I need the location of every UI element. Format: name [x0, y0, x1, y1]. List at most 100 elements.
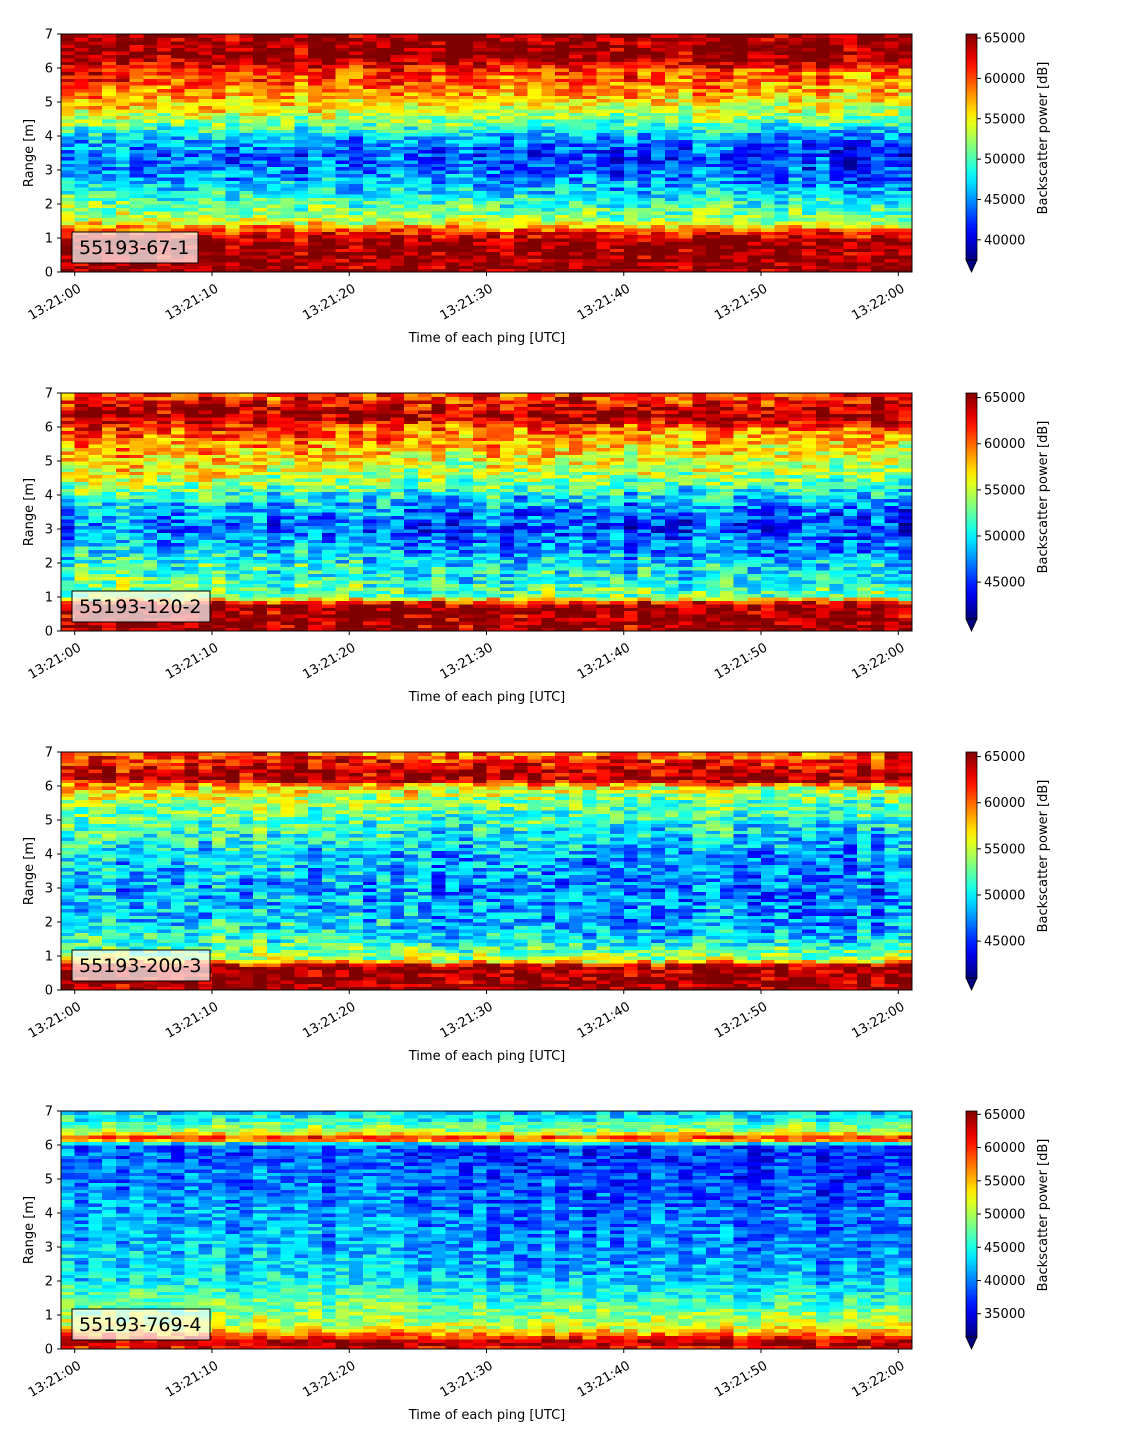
heatmap-cell	[253, 133, 267, 137]
heatmap-cell	[212, 150, 226, 154]
heatmap-cell	[294, 143, 308, 147]
heatmap-cell	[487, 201, 501, 205]
heatmap-cell	[143, 201, 157, 205]
heatmap-cell	[445, 235, 459, 239]
heatmap-cell	[116, 133, 130, 137]
heatmap-cell	[75, 265, 89, 269]
heatmap-cell	[885, 160, 899, 164]
heatmap-cell	[541, 265, 555, 269]
heatmap-cell	[802, 143, 816, 147]
heatmap-cell	[679, 245, 693, 249]
heatmap-cell	[130, 265, 144, 269]
heatmap-cell	[596, 167, 610, 171]
heatmap-cell	[336, 143, 350, 147]
heatmap-cell	[239, 133, 253, 137]
heatmap-cell	[88, 160, 102, 164]
heatmap-cell	[692, 160, 706, 164]
heatmap-cell	[747, 194, 761, 198]
heatmap-cell	[418, 228, 432, 232]
heatmap-cell	[390, 245, 404, 249]
heatmap-cell	[596, 235, 610, 239]
heatmap-cell	[253, 218, 267, 222]
heatmap-cell	[569, 143, 583, 147]
heatmap-cell	[239, 167, 253, 171]
heatmap-cell	[404, 235, 418, 239]
heatmap-cell	[692, 211, 706, 215]
heatmap-cell	[267, 211, 281, 215]
heatmap-cell	[898, 143, 912, 147]
heatmap-cell	[171, 184, 185, 188]
heatmap-cell	[349, 201, 363, 205]
heatmap-cell	[528, 177, 542, 181]
heatmap-cell	[88, 34, 102, 38]
heatmap-cell	[185, 228, 199, 232]
heatmap-cell	[432, 160, 446, 164]
heatmap-cell	[116, 505, 130, 509]
heatmap-cell	[514, 235, 528, 239]
heatmap-cell	[665, 194, 679, 198]
heatmap-cell	[871, 160, 885, 164]
heatmap-cell	[322, 211, 336, 215]
heatmap-cell	[857, 228, 871, 232]
heatmap-cell	[473, 194, 487, 198]
heatmap-cell	[308, 177, 322, 181]
heatmap-cell	[377, 194, 391, 198]
heatmap-cell	[102, 184, 116, 188]
heatmap-cell	[157, 177, 171, 181]
heatmap-cell	[445, 228, 459, 232]
heatmap-cell	[157, 201, 171, 205]
heatmap-cell	[802, 167, 816, 171]
heatmap-cell	[226, 194, 240, 198]
heatmap-cell	[857, 150, 871, 154]
heatmap-cell	[747, 218, 761, 222]
heatmap-cell	[143, 194, 157, 198]
heatmap-cell	[432, 245, 446, 249]
heatmap-cell	[610, 150, 624, 154]
heatmap-cell	[788, 228, 802, 232]
heatmap-cell	[569, 201, 583, 205]
colorbar-gradient	[966, 34, 977, 260]
heatmap-cell	[281, 245, 295, 249]
heatmap-cell	[761, 143, 775, 147]
heatmap-cell	[171, 160, 185, 164]
heatmap-cell	[198, 184, 212, 188]
heatmap-cell	[898, 34, 912, 38]
heatmap-cell	[651, 133, 665, 137]
heatmap-cell	[761, 245, 775, 249]
heatmap-cell	[747, 167, 761, 171]
heatmap-cell	[473, 245, 487, 249]
heatmap-cell	[555, 133, 569, 137]
heatmap-cell	[390, 218, 404, 222]
heatmap-cell	[541, 133, 555, 137]
heatmap-cell	[418, 235, 432, 239]
heatmap-cell	[830, 228, 844, 232]
heatmap-cell	[61, 167, 75, 171]
heatmap-cell	[281, 160, 295, 164]
heatmap-cell	[528, 252, 542, 256]
heatmap-cell	[226, 184, 240, 188]
heatmap-cell	[871, 211, 885, 215]
heatmap-cell	[61, 228, 75, 232]
heatmap-cell	[267, 265, 281, 269]
heatmap-cell	[541, 194, 555, 198]
heatmap-cell	[61, 184, 75, 188]
heatmap-cell	[185, 265, 199, 269]
heatmap-cell	[775, 167, 789, 171]
heatmap-cell	[75, 211, 89, 215]
heatmap-cell	[116, 34, 130, 38]
heatmap-cell	[390, 235, 404, 239]
heatmap-cell	[226, 245, 240, 249]
heatmap-cell	[239, 184, 253, 188]
heatmap-cell	[583, 143, 597, 147]
heatmap-cell	[665, 143, 679, 147]
heatmap-cell	[308, 143, 322, 147]
heatmap-cell	[88, 211, 102, 215]
heatmap-cell	[624, 235, 638, 239]
heatmap-cell	[363, 201, 377, 205]
heatmap-cell	[171, 177, 185, 181]
heatmap-cell	[281, 143, 295, 147]
heatmap-cell	[679, 265, 693, 269]
heatmap-cell	[116, 167, 130, 171]
heatmap-cell	[88, 488, 102, 492]
heatmap-cell	[706, 218, 720, 222]
